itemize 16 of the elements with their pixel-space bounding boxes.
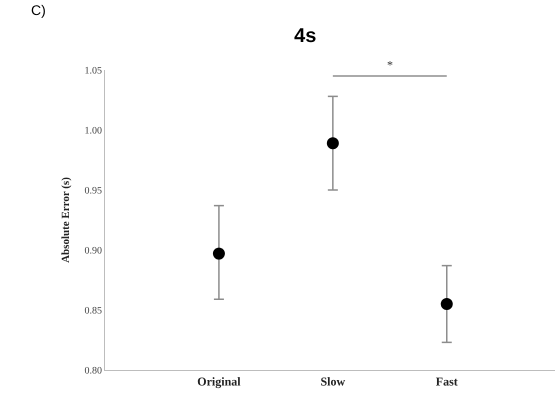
y-tick-label: 0.85 — [84, 306, 102, 316]
y-tick-label: 0.80 — [84, 366, 102, 376]
y-tick-label: 0.95 — [84, 186, 102, 196]
x-tick-label: Original — [197, 374, 242, 388]
text: C) — [31, 2, 46, 18]
x-tick-label: Fast — [436, 374, 458, 388]
point — [212, 248, 225, 260]
point — [440, 298, 453, 310]
y-axis-title: Absolute Error (s) — [60, 176, 72, 263]
point — [326, 137, 339, 150]
y-tick-label: 1.00 — [84, 126, 102, 136]
annotation: * — [387, 58, 393, 72]
chart-title: 4s — [294, 25, 316, 47]
x-tick-label: Slow — [320, 374, 346, 388]
y-tick-label: 0.90 — [84, 246, 102, 256]
y-tick-label: 1.05 — [84, 66, 102, 76]
